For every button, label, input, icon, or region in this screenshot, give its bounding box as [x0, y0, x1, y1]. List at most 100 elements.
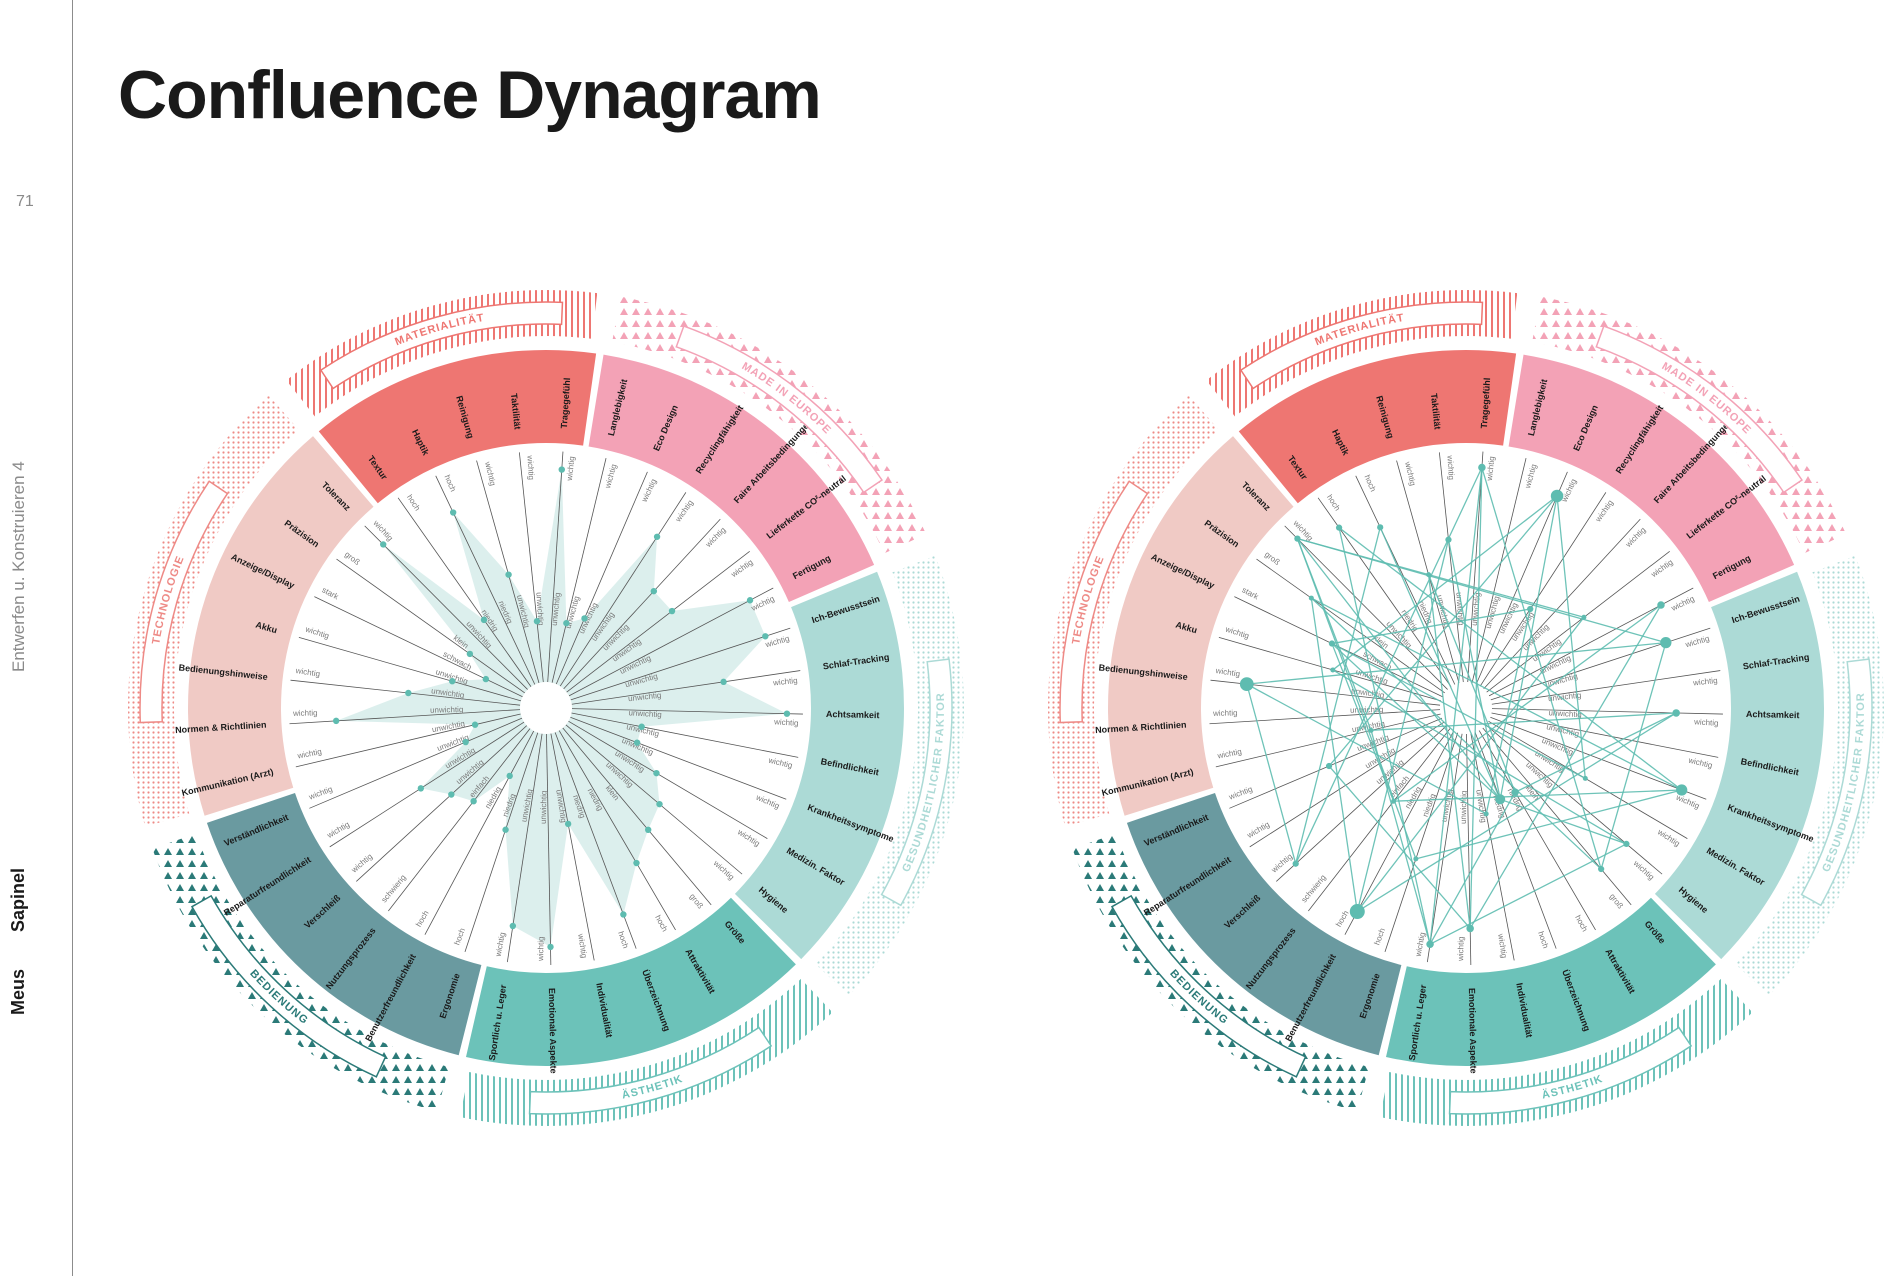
- scale-high-label: wichtig: [1485, 456, 1497, 482]
- scale-low-label: unwichtig: [550, 592, 562, 626]
- scale-low-label: unwichtig: [628, 708, 662, 719]
- radar-point: [506, 772, 513, 780]
- scale-high-label: wichtig: [1496, 932, 1509, 959]
- criterion-label: Taktilität: [509, 393, 523, 430]
- connection-line: [1469, 467, 1483, 929]
- radar-point: [449, 678, 456, 685]
- connection-node: [1426, 940, 1434, 948]
- radar-point: [509, 922, 517, 930]
- connection-line: [1556, 495, 1586, 779]
- radar-point: [380, 541, 387, 548]
- category-segment: [1126, 792, 1402, 1056]
- spoke: [336, 558, 526, 694]
- connection-line: [1297, 538, 1585, 618]
- connection-line: [1295, 467, 1483, 864]
- scale-high-label: wichtig: [1212, 708, 1238, 718]
- spoke: [464, 732, 539, 953]
- connection-node: [1550, 489, 1564, 503]
- category-segment: [465, 897, 796, 1066]
- spoke: [1490, 627, 1711, 701]
- spoke: [1474, 732, 1557, 949]
- spoke: [1471, 458, 1527, 683]
- connection-node: [1368, 727, 1374, 733]
- category-pattern-band: [1532, 296, 1847, 554]
- connection-node: [1511, 788, 1519, 796]
- connection-line: [1393, 789, 1682, 802]
- connection-line: [1296, 538, 1372, 731]
- category-label-box: [1110, 894, 1307, 1078]
- connection-node: [1308, 595, 1314, 601]
- connection-line: [1356, 616, 1585, 912]
- connection-node: [1657, 601, 1665, 609]
- radar-point: [417, 785, 425, 792]
- category-pattern-band: [1072, 833, 1370, 1112]
- spoke: [1256, 558, 1446, 694]
- spoke: [309, 717, 523, 809]
- scale-high-label: wichtig: [294, 666, 320, 679]
- connection-line: [1311, 597, 1682, 791]
- category-pattern-band: [612, 296, 927, 554]
- spoke: [565, 724, 743, 875]
- category-segment: [1108, 436, 1294, 816]
- radar-point: [633, 739, 641, 746]
- scale-high-label: wichtig: [772, 676, 798, 688]
- connection-line: [1246, 683, 1487, 815]
- project-label: Sapinel: [8, 867, 28, 932]
- spoke: [566, 550, 750, 693]
- connection-line: [1356, 712, 1677, 913]
- connection-line: [1485, 608, 1531, 814]
- spoke: [550, 733, 595, 961]
- spoke: [547, 451, 564, 683]
- radar-point: [480, 616, 488, 624]
- spoke: [1284, 525, 1448, 690]
- radar-point: [783, 710, 791, 717]
- spoke: [570, 716, 787, 800]
- category-pattern-band: [1379, 978, 1753, 1126]
- category-pattern-band: [1048, 395, 1220, 827]
- category-segment: [188, 436, 374, 816]
- radar-point: [620, 911, 627, 918]
- connection-line: [1338, 527, 1683, 791]
- connection-node: [1466, 924, 1474, 933]
- connection-line: [1310, 597, 1358, 912]
- connection-node: [1495, 794, 1506, 805]
- spoke: [1384, 732, 1459, 953]
- radar-point: [533, 618, 541, 625]
- scale-high-label: wichtig: [576, 932, 589, 959]
- spoke: [558, 730, 676, 931]
- connection-line: [1331, 642, 1586, 779]
- spoke: [562, 727, 712, 906]
- spoke: [329, 721, 525, 848]
- category-segment: [1385, 897, 1716, 1066]
- connection-node: [1672, 709, 1680, 717]
- connection-node: [1377, 524, 1384, 531]
- scale-low-label: unwichtig: [534, 592, 545, 626]
- radar-point: [505, 571, 512, 578]
- connection-line: [1427, 574, 1516, 793]
- scale-low-label: unwichtig: [1350, 705, 1384, 715]
- radar-point: [405, 689, 412, 697]
- connection-line: [1499, 495, 1558, 800]
- spoke: [295, 713, 521, 768]
- spoke: [388, 728, 531, 912]
- scale-high-label: wichtig: [1692, 676, 1718, 688]
- radar-point: [720, 678, 727, 686]
- connection-line: [1514, 712, 1677, 793]
- connection-node: [1335, 524, 1343, 531]
- spoke: [1490, 716, 1707, 800]
- spoke: [1396, 460, 1460, 684]
- scale-high-label: wichtig: [1456, 936, 1465, 962]
- category-pattern-band: [128, 395, 300, 827]
- spoke: [518, 452, 544, 683]
- radar-point: [653, 769, 660, 777]
- radar-point: [656, 800, 663, 808]
- scale-high-label: wichtig: [1214, 666, 1240, 679]
- connection-node: [1413, 856, 1419, 862]
- spoke: [571, 712, 799, 758]
- connection-node: [1527, 605, 1534, 613]
- connection-node: [1445, 536, 1452, 543]
- spoke: [364, 525, 528, 690]
- course-label: Entwerfen u. Konstruieren 4: [9, 461, 28, 672]
- connection-line: [1600, 642, 1667, 870]
- spoke: [568, 587, 774, 697]
